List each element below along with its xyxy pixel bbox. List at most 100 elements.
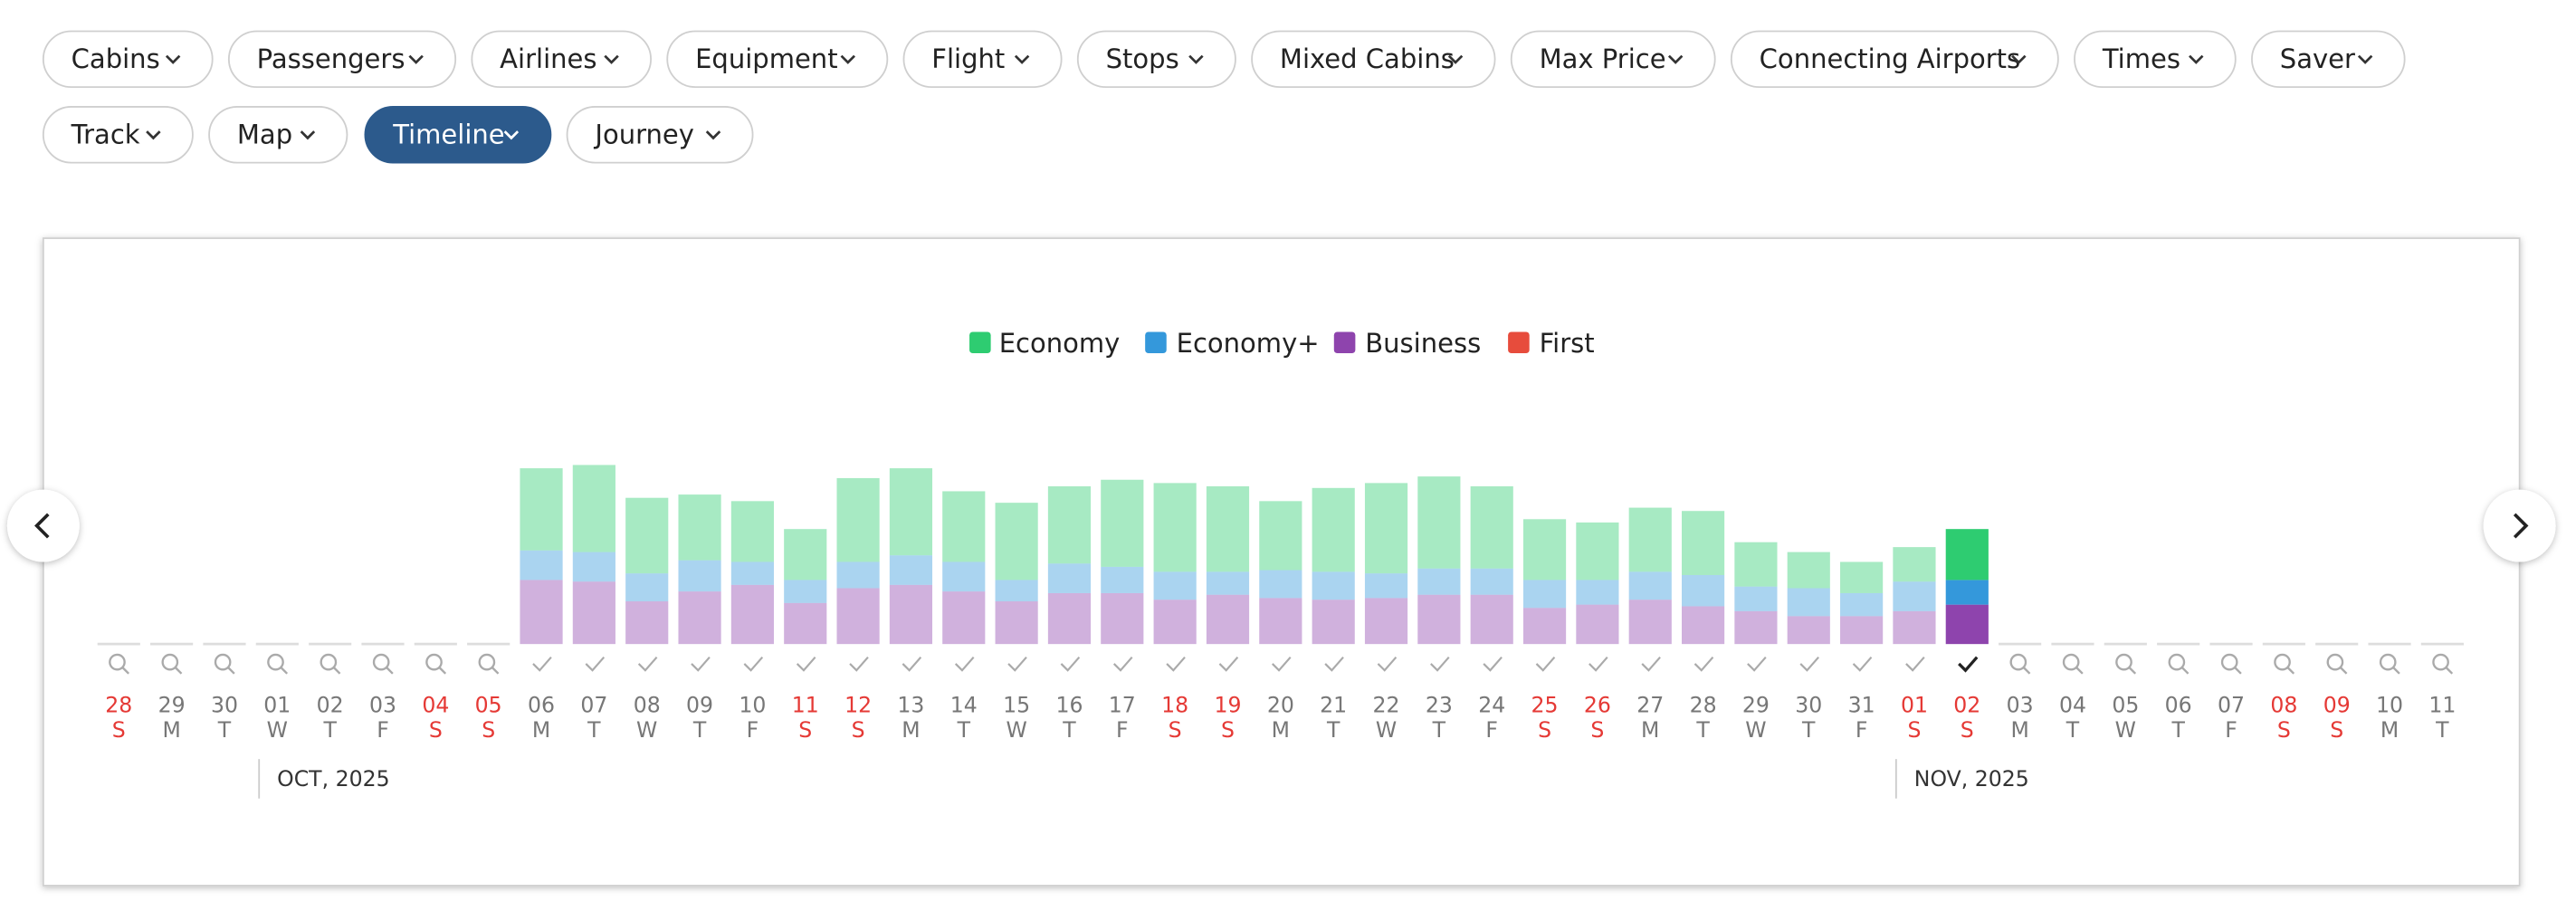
bar-segment <box>1681 511 1725 575</box>
date-weekday: T <box>1432 717 1446 743</box>
filter-button[interactable]: Map <box>208 106 348 164</box>
bar-segment <box>678 591 721 645</box>
filter-button[interactable]: Saver <box>2251 30 2406 89</box>
check-icon <box>1799 656 1819 672</box>
bar-segment <box>1259 501 1302 571</box>
date-weekday: S <box>429 717 443 743</box>
date-day: 17 <box>1109 693 1136 718</box>
bar-segment <box>1681 606 1725 645</box>
date-day: 23 <box>1426 693 1453 718</box>
bar-segment <box>1840 592 1884 617</box>
filter-button[interactable]: Connecting Airports <box>1730 30 2059 89</box>
filter-button[interactable]: Times <box>2074 30 2237 89</box>
chevron <box>300 130 316 140</box>
date-day: 18 <box>1161 693 1188 718</box>
date-day: 30 <box>1795 693 1822 718</box>
bar-segment <box>1417 594 1461 645</box>
filter-button[interactable]: Timeline <box>364 106 552 164</box>
filter-button[interactable]: Mixed Cabins <box>1251 30 1496 89</box>
month-label: OCT, 2025 <box>277 766 389 792</box>
button-label: Equipment <box>695 43 838 74</box>
search-handle <box>227 667 235 675</box>
date-weekday: F <box>747 717 759 743</box>
bar-segment <box>995 503 1038 581</box>
date-day: 26 <box>1584 693 1611 718</box>
date-day: 05 <box>2112 693 2139 718</box>
button-label: Connecting Airports <box>1760 43 2020 74</box>
next-button[interactable] <box>2483 489 2556 562</box>
bar-segment <box>995 601 1038 645</box>
button-label: Airlines <box>500 43 596 74</box>
search-icon <box>2432 653 2449 671</box>
bar-segment <box>1101 566 1144 593</box>
filter-button[interactable]: Track <box>42 106 194 164</box>
search-icon <box>2115 653 2132 671</box>
chevron <box>34 513 50 539</box>
date-weekday: T <box>1695 717 1710 743</box>
date-day: 09 <box>2323 693 2351 718</box>
search-handle <box>491 667 500 675</box>
bar-segment <box>1628 507 1672 572</box>
search-icon <box>2062 653 2080 671</box>
bar-segment <box>836 561 880 589</box>
date-day: 19 <box>1214 693 1241 718</box>
bar-segment <box>1787 616 1830 645</box>
bar-segment <box>625 601 669 645</box>
bar-segment <box>942 561 986 592</box>
prev-button[interactable] <box>6 489 80 562</box>
date-weekday: F <box>1116 717 1129 743</box>
button-label: Map <box>237 120 292 150</box>
search-icon <box>2379 653 2397 671</box>
check-icon <box>1271 656 1292 672</box>
bar-segment <box>942 491 986 562</box>
bar-segment <box>1945 529 1989 581</box>
filter-button[interactable]: Passengers <box>227 30 457 89</box>
date-weekday: W <box>1006 717 1026 743</box>
filter-button[interactable]: Cabins <box>42 30 214 89</box>
check-icon <box>1535 656 1556 672</box>
check-icon <box>1693 656 1714 672</box>
bar-segment <box>1787 552 1830 589</box>
filter-button[interactable]: Airlines <box>471 30 652 89</box>
button-label: Passengers <box>257 43 405 74</box>
legend-label: Economy <box>999 328 1121 359</box>
bar-segment <box>520 550 563 581</box>
check-icon <box>637 656 658 672</box>
check-icon <box>1430 656 1450 672</box>
check-icon <box>1377 656 1398 672</box>
filter-button[interactable]: Max Price <box>1510 30 1716 89</box>
search-icon <box>267 653 284 671</box>
search-handle <box>2445 667 2454 675</box>
bar-segment <box>1153 571 1197 600</box>
filter-button[interactable]: Equipment <box>666 30 889 89</box>
filter-button[interactable]: Journey <box>566 106 754 164</box>
button-label: Stops <box>1106 43 1179 74</box>
search-handle <box>2128 667 2137 675</box>
bar-segment <box>784 529 827 581</box>
bar-segment <box>1628 600 1672 645</box>
bar-segment <box>995 580 1038 601</box>
button-label: Journey <box>593 120 694 150</box>
button-label: Saver <box>2280 43 2355 74</box>
bar-segment <box>1047 486 1092 564</box>
bar-segment <box>1945 580 1989 605</box>
date-day: 11 <box>2428 693 2456 718</box>
button-label: Track <box>71 120 140 150</box>
filter-button[interactable]: Stops <box>1076 30 1236 89</box>
date-weekday: W <box>267 717 288 743</box>
bar-segment <box>1417 568 1461 595</box>
filter-button[interactable]: Flight <box>902 30 1063 89</box>
date-day: 28 <box>105 693 132 718</box>
date-weekday: M <box>2380 717 2399 743</box>
button-label: Timeline <box>392 120 504 150</box>
bar-segment <box>625 573 669 601</box>
bar-segment <box>1893 610 1936 645</box>
bar-segment <box>889 468 933 556</box>
button-bg <box>42 30 214 89</box>
search-handle <box>174 667 183 675</box>
date-weekday: W <box>636 717 657 743</box>
bar-segment <box>625 497 669 574</box>
search-icon <box>372 653 390 671</box>
date-day: 25 <box>1531 693 1559 718</box>
check-icon <box>532 656 552 672</box>
